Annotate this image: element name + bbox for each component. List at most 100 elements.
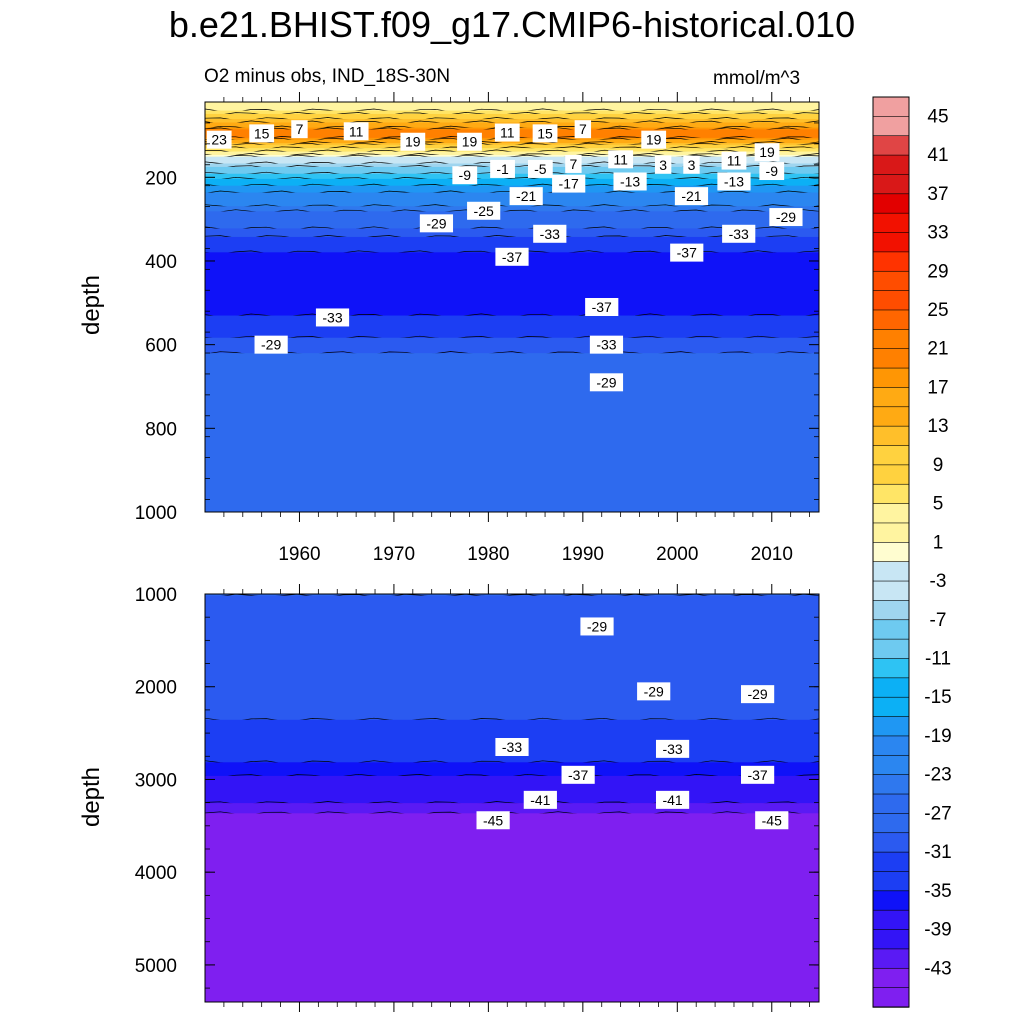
contour-label: -45 <box>755 811 789 830</box>
contour-band <box>205 211 819 230</box>
colorbar-box <box>872 367 910 389</box>
contour-label: -1 <box>490 159 515 178</box>
colorbar-box <box>872 561 910 582</box>
contour-label: -33 <box>495 738 529 756</box>
svg-text:-29: -29 <box>426 215 446 231</box>
contour-band <box>205 337 819 354</box>
contour-label: -29 <box>741 685 775 704</box>
y-tick-label: 800 <box>145 419 177 440</box>
colorbar-box <box>872 929 910 950</box>
contour-label: -33 <box>722 224 756 243</box>
contour-label: -33 <box>533 224 567 243</box>
contour-label: -33 <box>655 739 690 758</box>
contour-band <box>205 148 819 153</box>
colorbar-box <box>872 638 910 660</box>
colorbar-tick-label: -11 <box>925 648 951 669</box>
colorbar-box <box>872 309 910 331</box>
contour-band <box>205 151 819 156</box>
svg-text:-41: -41 <box>662 792 682 808</box>
contour-label: -13 <box>613 172 647 191</box>
plot-frame <box>204 593 820 1003</box>
colorbar-tick-label: 17 <box>927 377 948 398</box>
contour-label: 19 <box>400 132 426 151</box>
colorbar-box <box>872 735 910 756</box>
plot-frame <box>204 101 820 513</box>
svg-text:-33: -33 <box>540 226 560 242</box>
svg-text:3: 3 <box>659 157 667 173</box>
colorbar-tick-label: -15 <box>924 687 951 708</box>
svg-text:-37: -37 <box>592 299 612 315</box>
contour-band <box>205 119 819 124</box>
svg-text:-25: -25 <box>474 203 494 219</box>
colorbar-tick-label: 29 <box>927 261 948 282</box>
svg-text:23: 23 <box>211 132 227 148</box>
y-tick-label: 400 <box>145 252 177 273</box>
x-tick-label: 1980 <box>467 544 509 565</box>
contour-label: -17 <box>552 174 586 193</box>
contour-label: -29 <box>769 208 803 227</box>
svg-text:-29: -29 <box>596 374 616 390</box>
y-tick-label: 2000 <box>135 678 177 699</box>
colorbar-box <box>872 425 910 447</box>
svg-text:-29: -29 <box>776 209 796 225</box>
colorbar-box <box>872 542 910 563</box>
contour-label: -37 <box>495 247 529 266</box>
contour-label: 11 <box>608 150 634 169</box>
x-tick-label: 2010 <box>751 544 793 565</box>
contour-band <box>205 139 819 144</box>
svg-text:7: 7 <box>570 156 578 172</box>
colorbar-box <box>872 96 910 118</box>
contour-label: -5 <box>527 159 553 178</box>
colorbar-tick-label: 33 <box>927 223 948 244</box>
colorbar-tick-label: 25 <box>927 300 948 321</box>
svg-text:15: 15 <box>537 125 553 141</box>
contour-label: 11 <box>343 122 369 141</box>
svg-text:-37: -37 <box>747 767 767 783</box>
contour-band <box>205 803 819 814</box>
colorbar-box <box>872 890 910 911</box>
y-tick-label: 600 <box>145 336 177 357</box>
colorbar-box <box>872 232 910 253</box>
y-tick-label: 3000 <box>135 770 177 791</box>
colorbar-box <box>872 793 910 815</box>
colorbar-tick-label: -3 <box>930 571 947 592</box>
colorbar-box <box>872 251 910 272</box>
svg-text:-37: -37 <box>677 245 697 261</box>
svg-text:-21: -21 <box>681 188 701 204</box>
colorbar-tick-label: 5 <box>933 494 944 515</box>
contour-band <box>205 206 819 212</box>
y-tick-label: 1000 <box>135 503 177 524</box>
colorbar-box <box>872 909 910 931</box>
svg-text:11: 11 <box>727 153 742 169</box>
x-tick-label: 1960 <box>278 544 320 565</box>
colorbar-box <box>872 813 910 834</box>
contour-band <box>205 236 819 253</box>
colorbar-tick-label: 21 <box>927 339 948 360</box>
svg-text:19: 19 <box>462 134 478 150</box>
chart-subtitle: O2 minus obs, IND_18S-30N <box>204 66 451 87</box>
contour-band <box>205 775 819 804</box>
colorbar-box <box>872 619 910 640</box>
svg-text:3: 3 <box>688 157 696 173</box>
colorbar-box <box>872 967 910 989</box>
colorbar-tick-label: -7 <box>930 610 947 631</box>
colorbar-tick-label: -27 <box>924 803 951 824</box>
contour-label: -41 <box>523 790 557 809</box>
contour-band <box>205 315 819 339</box>
y-tick-label: 1000 <box>135 585 177 606</box>
svg-text:-21: -21 <box>516 188 536 204</box>
svg-text:-17: -17 <box>559 176 579 192</box>
contour-label: -9 <box>452 166 478 185</box>
colorbar-box <box>872 135 910 156</box>
colorbar-box <box>872 270 910 292</box>
colorbar-tick-label: 37 <box>927 184 948 205</box>
contour-band <box>205 353 819 512</box>
svg-text:-45: -45 <box>483 812 503 828</box>
contour-band <box>205 110 819 115</box>
contour-label: -9 <box>759 162 785 181</box>
svg-text:-29: -29 <box>261 337 281 353</box>
svg-text:-29: -29 <box>747 686 767 702</box>
colorbar-box <box>872 658 910 679</box>
contour-label: -29 <box>580 617 614 636</box>
svg-text:-1: -1 <box>496 161 509 177</box>
